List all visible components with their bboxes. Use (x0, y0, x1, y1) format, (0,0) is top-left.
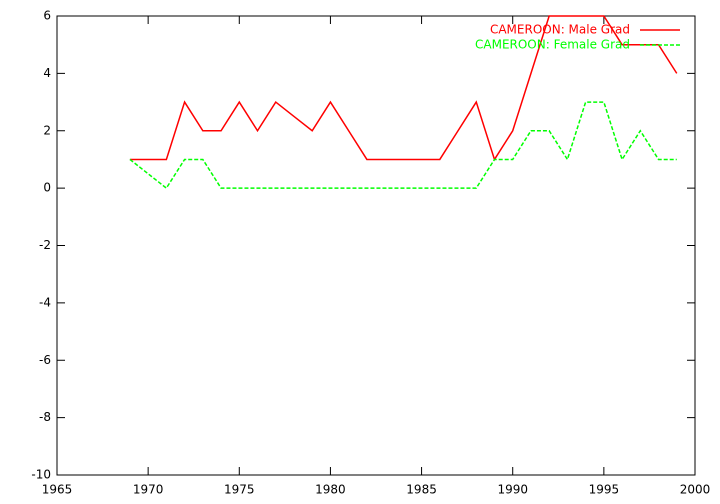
x-tick-label: 1980 (315, 483, 346, 497)
y-tick-label: -10 (31, 468, 51, 482)
y-tick-label: -2 (39, 238, 51, 252)
y-tick-label: -6 (39, 353, 51, 367)
y-tick-label: 0 (43, 181, 51, 195)
x-tick-label: 1990 (497, 483, 528, 497)
series-line (129, 101, 677, 190)
y-tick-label: 4 (43, 66, 51, 80)
series-line (129, 15, 678, 162)
legend-label: CAMEROON: Male Grad (490, 23, 630, 37)
plot-frame (56, 15, 696, 476)
x-tick-label: 1970 (133, 483, 164, 497)
y-tick-label: -8 (39, 410, 51, 424)
y-tick-label: 2 (43, 123, 51, 137)
y-tick-label: 6 (43, 9, 51, 23)
y-tick-label: -4 (39, 295, 51, 309)
x-tick-label: 1965 (42, 483, 73, 497)
x-tick-label: 1975 (224, 483, 255, 497)
x-tick-label: 2000 (680, 483, 711, 497)
legend-label: CAMEROON: Female Grad (475, 38, 630, 52)
x-tick-label: 1985 (406, 483, 437, 497)
x-tick-label: 1995 (589, 483, 620, 497)
